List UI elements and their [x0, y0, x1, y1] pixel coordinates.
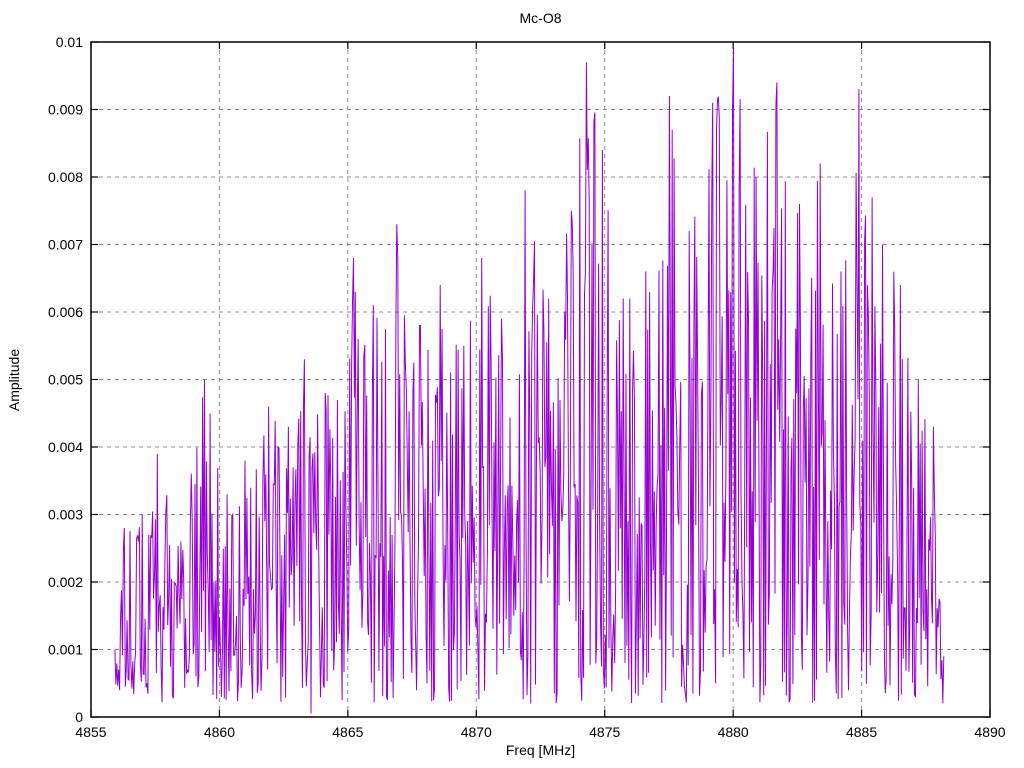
- x-tick-label: 4890: [974, 724, 1005, 740]
- y-tick-label: 0.001: [48, 642, 83, 658]
- plot-border: [90, 41, 991, 718]
- x-tick-label: 4885: [846, 724, 877, 740]
- y-tick-label: 0.009: [48, 102, 83, 118]
- x-tick-label: 4870: [461, 724, 492, 740]
- x-tick-label: 4865: [332, 724, 363, 740]
- y-tick-label: 0.007: [48, 237, 83, 253]
- chart-title: Mc-O8: [519, 10, 562, 26]
- tick-labels: 4855 4860 4865 4870 4875 4880 4885 4890 0 0.001 0.…: [48, 34, 1006, 740]
- y-tick-label: 0.006: [48, 304, 83, 320]
- spectrum-line: [114, 48, 945, 714]
- x-axis-label: Freq [MHz]: [505, 742, 576, 758]
- y-tick-label: 0: [75, 709, 83, 725]
- y-tick-label: 0.004: [48, 439, 83, 455]
- x-tick-label: 4875: [589, 724, 620, 740]
- x-tick-label: 4855: [75, 724, 106, 740]
- x-tick-label: 4880: [718, 724, 749, 740]
- data-series: [114, 48, 945, 714]
- y-tick-label: 0.01: [56, 34, 83, 50]
- y-tick-label: 0.005: [48, 372, 83, 388]
- y-tick-label: 0.008: [48, 169, 83, 185]
- x-tick-label: 4860: [204, 724, 235, 740]
- y-tick-label: 0.002: [48, 574, 83, 590]
- y-tick-label: 0.003: [48, 507, 83, 523]
